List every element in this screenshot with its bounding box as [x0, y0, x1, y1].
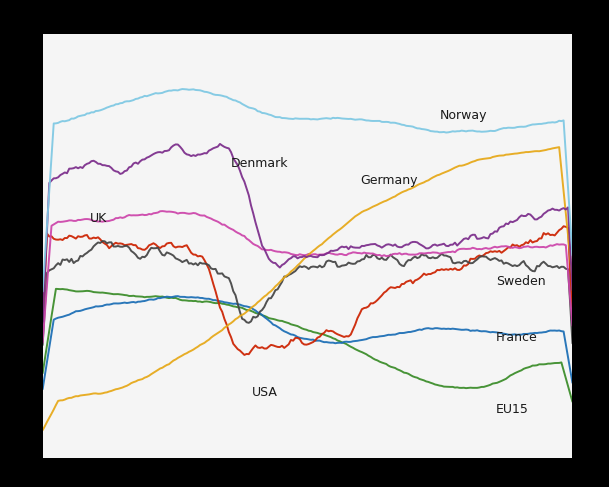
Text: Denmark: Denmark [231, 157, 288, 170]
Text: USA: USA [252, 386, 278, 398]
Text: France: France [496, 331, 537, 343]
Text: Germany: Germany [361, 174, 418, 187]
Text: Norway: Norway [440, 109, 487, 122]
Text: Sweden: Sweden [496, 276, 545, 288]
Text: UK: UK [90, 212, 108, 225]
Text: EU15: EU15 [496, 403, 529, 415]
